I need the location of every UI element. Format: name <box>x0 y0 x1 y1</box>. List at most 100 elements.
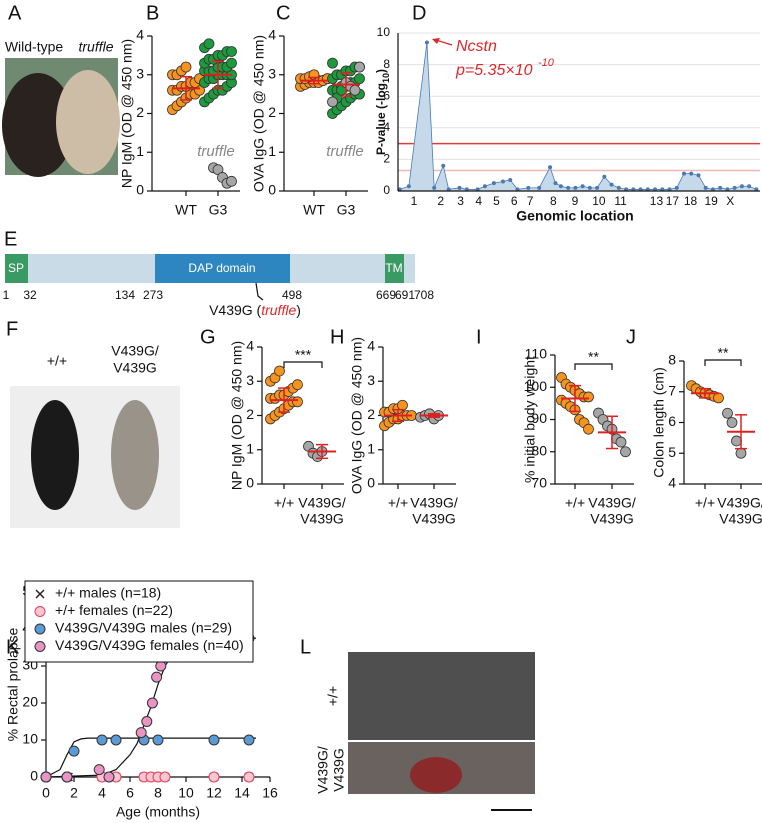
x-tick-label: 8 <box>550 194 557 208</box>
panel-letter: E <box>4 228 17 250</box>
y-tick-label: 2 <box>383 152 390 166</box>
x-tick-label: 13 <box>650 194 664 208</box>
y-tick-label: 3 <box>246 372 254 388</box>
point <box>406 184 411 189</box>
x-tick-label: 6 <box>511 194 518 208</box>
y-axis-label: NP IgM (OD @ 450 nm) <box>119 39 135 188</box>
legend-marker <box>34 606 46 617</box>
y-tick-label: 80 <box>531 442 547 458</box>
dot <box>327 57 338 69</box>
dot <box>731 435 742 447</box>
x-tick-label: G3 <box>209 202 228 218</box>
dot <box>735 447 747 459</box>
position-label: 1 <box>3 288 10 302</box>
lesion <box>410 757 462 793</box>
dot <box>226 46 237 57</box>
y-tick-label: 8 <box>668 352 676 368</box>
x-tick-label: V439G/ <box>298 495 346 511</box>
y-axis-label: % initial body weight <box>522 356 538 483</box>
point <box>573 185 578 190</box>
point <box>696 173 701 178</box>
y-tick-label: 4 <box>268 27 276 43</box>
x-tick-label: V439G <box>300 511 344 527</box>
position-label: 498 <box>282 288 302 302</box>
point <box>580 184 585 189</box>
legend-box <box>24 580 254 663</box>
y-tick-label: 100 <box>524 378 548 394</box>
domain-dap <box>155 254 290 283</box>
marker <box>135 727 147 739</box>
y-tick-label: 5 <box>668 444 676 460</box>
dot <box>583 391 594 403</box>
panel-letter: L <box>300 636 311 658</box>
y-axis-label: % Rectal prolapse <box>5 627 21 741</box>
point <box>732 185 737 190</box>
y-axis-label: P-value (-log10) <box>374 69 391 155</box>
position-label: 134 <box>115 288 135 302</box>
sig-bracket <box>574 363 613 370</box>
x-tick-label: 2 <box>437 194 444 208</box>
annotation-p: p=5.35×10 <box>455 62 533 79</box>
dot <box>397 399 408 411</box>
point <box>602 174 607 179</box>
annotation: truffle <box>197 143 235 160</box>
y-tick-label: 2 <box>268 104 276 120</box>
y-tick-label: 1 <box>136 143 144 159</box>
marker <box>151 671 163 683</box>
point <box>587 185 592 190</box>
y-tick-label: 4 <box>367 338 375 354</box>
y-tick-label: 70 <box>531 475 547 491</box>
mouse-light <box>56 70 120 174</box>
x-tick-label: 16 <box>262 785 278 801</box>
y-tick-label: 2 <box>136 104 144 120</box>
marker <box>159 771 171 783</box>
point <box>747 184 752 189</box>
x-tick-label: G3 <box>337 202 356 218</box>
dot <box>226 175 237 187</box>
x-tick-label: V439G <box>590 511 634 527</box>
mutation-allele: truffle <box>261 302 296 318</box>
x-tick-label: +/+ <box>274 495 294 511</box>
x-axis-label: Age (months) <box>116 804 200 820</box>
x-tick-label: 10 <box>178 785 194 801</box>
y-tick-label: 2 <box>246 406 254 422</box>
point <box>508 177 513 182</box>
x-tick-label: 2 <box>70 785 78 801</box>
x-tick-label: 3 <box>457 194 464 208</box>
sig-bracket <box>283 361 323 368</box>
point <box>432 185 437 190</box>
marker <box>68 745 80 757</box>
arrow-head <box>432 38 440 44</box>
mutation-text: ) <box>296 302 301 318</box>
domain-tm <box>385 254 404 283</box>
photo-label: Wild-type <box>5 39 64 55</box>
dot <box>180 61 192 73</box>
y-tick-label: 110 <box>525 346 548 362</box>
dot <box>292 379 303 391</box>
photo-label: truffle <box>78 39 113 55</box>
domain-label: DAP domain <box>188 261 255 275</box>
y-tick-label: 2 <box>367 406 375 422</box>
y-axis-label: NP IgM (OD @ 450 nm) <box>229 341 245 490</box>
dot <box>226 57 237 69</box>
dot <box>722 407 733 419</box>
x-tick-label: V439G/ <box>410 495 458 511</box>
significance: ** <box>718 345 729 361</box>
legend-marker <box>34 623 46 635</box>
photo-label: V439G <box>113 360 157 376</box>
annotation-exp: -10 <box>538 57 555 69</box>
position-label: 708 <box>414 288 434 302</box>
marker <box>243 734 255 746</box>
x-tick-label: V439G <box>412 511 456 527</box>
x-tick-label: 4 <box>475 194 482 208</box>
y-tick-label: 1 <box>246 440 254 456</box>
marker <box>61 771 73 783</box>
point <box>553 181 558 186</box>
marker <box>146 697 158 709</box>
y-tick-label: 0 <box>246 475 254 491</box>
marker <box>110 734 122 746</box>
panel-letter: H <box>330 326 344 348</box>
dot <box>354 61 365 73</box>
y-tick-label: 3 <box>268 65 276 81</box>
